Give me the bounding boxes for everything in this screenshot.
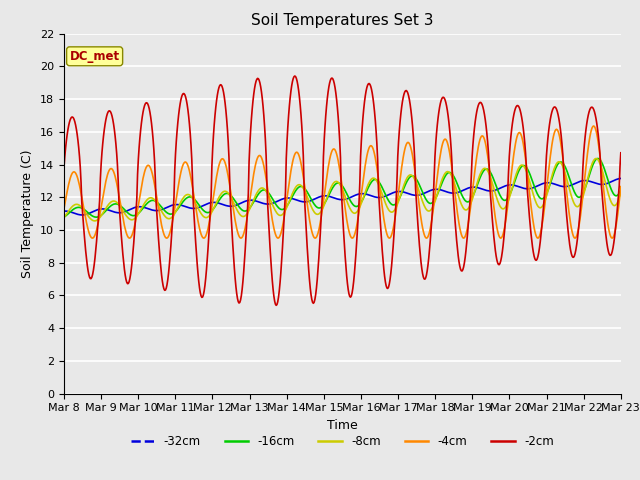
-8cm [617,190,625,195]
Line: -4cm: -4cm [64,126,621,238]
-32cm [428,187,435,193]
-16cm [411,174,419,180]
-2cm [617,150,625,156]
-2cm [291,73,299,79]
Title: Soil Temperatures Set 3: Soil Temperatures Set 3 [251,13,434,28]
-4cm [590,123,598,129]
-16cm [594,156,602,161]
-4cm [617,184,625,190]
-32cm [617,176,625,181]
Y-axis label: Soil Temperature (C): Soil Temperature (C) [22,149,35,278]
-4cm [127,234,135,240]
-4cm [426,226,434,231]
-2cm [412,186,419,192]
-2cm [214,92,221,98]
-8cm [91,218,99,224]
-32cm [128,205,136,211]
Line: -8cm: -8cm [64,158,621,221]
-4cm [497,235,504,241]
-16cm [70,206,78,212]
-32cm [70,210,78,216]
-16cm [214,199,222,204]
-32cm [78,212,86,218]
-2cm [273,302,280,308]
-8cm [428,207,435,213]
-2cm [70,117,78,122]
-8cm [60,215,68,220]
-8cm [128,217,136,223]
-2cm [127,265,135,271]
-32cm [214,200,222,206]
-16cm [617,187,625,193]
-16cm [428,201,435,206]
-32cm [411,192,419,198]
-16cm [185,194,193,200]
-16cm [93,214,100,220]
-8cm [185,192,193,197]
Text: DC_met: DC_met [70,50,120,63]
Legend: -32cm, -16cm, -8cm, -4cm, -2cm: -32cm, -16cm, -8cm, -4cm, -2cm [126,430,559,453]
-32cm [185,205,193,211]
-2cm [184,107,192,113]
-32cm [60,208,68,214]
-8cm [70,202,78,208]
Line: -2cm: -2cm [64,76,621,305]
-2cm [428,216,436,222]
-16cm [128,213,136,218]
-8cm [214,196,222,202]
-4cm [70,169,78,175]
-4cm [214,170,221,176]
X-axis label: Time: Time [327,419,358,432]
-4cm [410,162,418,168]
-8cm [411,177,419,182]
-4cm [60,206,68,212]
-4cm [184,163,192,168]
Line: -32cm: -32cm [64,179,621,215]
-2cm [60,164,68,170]
-8cm [592,156,600,161]
-16cm [60,214,68,220]
Line: -16cm: -16cm [64,158,621,217]
